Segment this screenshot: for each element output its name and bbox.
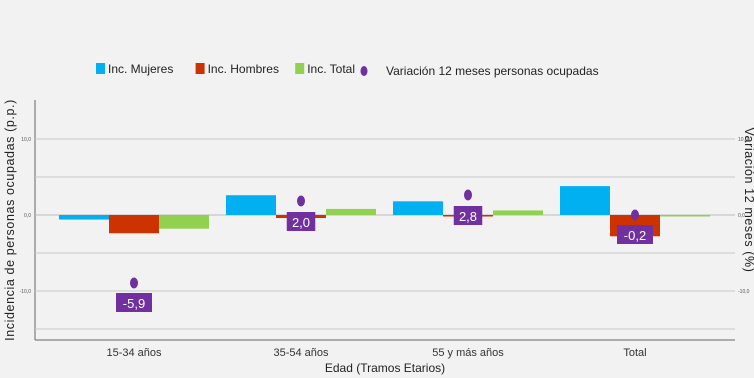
legend-label: Inc. Mujeres — [108, 62, 173, 76]
bar-inc-mujeres — [59, 215, 109, 220]
data-label: 2,0 — [292, 215, 310, 230]
y-axis-title: Incidencia de personas ocupadas (p.p.) — [3, 99, 17, 341]
legend-swatch — [195, 63, 205, 74]
y-tick-label: 10,0 — [21, 137, 31, 143]
y-tick-label: 0,0 — [24, 213, 31, 219]
bar-inc-mujeres — [393, 201, 443, 215]
data-label: -5,9 — [123, 296, 145, 311]
variation-marker — [464, 189, 472, 201]
data-label: 2,8 — [459, 209, 477, 224]
x-tick-label: Total — [623, 347, 646, 359]
data-label-box — [116, 293, 152, 312]
bar-inc-total — [493, 210, 543, 215]
x-tick-label: 15-34 años — [106, 347, 162, 359]
data-label: -0,2 — [624, 228, 646, 243]
bar-inc-mujeres — [226, 195, 276, 215]
legend-swatch — [295, 63, 305, 74]
legend-label: Inc. Hombres — [208, 62, 279, 76]
data-label-box — [617, 225, 653, 244]
x-tick-label: 55 y más años — [432, 347, 504, 359]
variation-marker — [631, 209, 639, 221]
data-label-box — [453, 206, 483, 225]
legend-variation-label: Variación 12 meses personas ocupadas — [386, 64, 599, 78]
y2-tick-label: -10,0 — [738, 289, 750, 295]
variation-marker — [297, 195, 305, 207]
x-tick-label: 35-54 años — [273, 347, 329, 359]
y2-axis-title: Variación 12 meses (%) — [742, 128, 754, 273]
y-tick-label: -10,0 — [20, 289, 32, 295]
bar-inc-total — [660, 215, 710, 217]
y2-tick-label: 0,0 — [738, 213, 745, 219]
legend-swatch — [96, 63, 105, 74]
bar-inc-hombres — [109, 215, 159, 234]
x-axis-title: Edad (Tramos Etarios) — [325, 361, 445, 375]
legend-variation-marker — [360, 66, 368, 76]
bar-inc-total — [159, 215, 209, 229]
bar-inc-total — [326, 208, 376, 215]
legend-label: Inc. Total — [307, 62, 355, 76]
variation-marker — [130, 277, 138, 289]
y2-tick-label: 10,0 — [738, 137, 748, 143]
data-label-box — [286, 212, 316, 231]
bar-inc-mujeres — [560, 186, 610, 215]
